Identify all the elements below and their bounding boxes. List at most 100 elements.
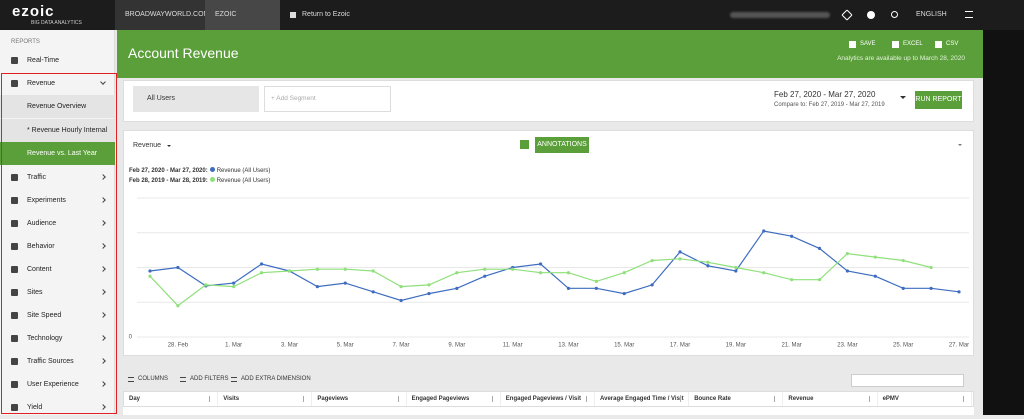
nav-label[interactable]: Revenue: [27, 80, 56, 87]
column-label[interactable]: Pageviews: [317, 396, 349, 402]
column-label[interactable]: Revenue: [788, 396, 814, 402]
sort-icon[interactable]: [397, 396, 401, 402]
date-range[interactable]: Feb 27, 2020 - Mar 27, 2020: [774, 90, 876, 99]
nav-label[interactable]: Behavior: [27, 242, 55, 250]
add-segment[interactable]: + Add Segment: [264, 86, 391, 112]
nav-item[interactable]: Revenue: [0, 72, 115, 95]
nav-item[interactable]: Technology: [0, 327, 115, 350]
legend-entry: Feb 28, 2019 - Mar 28, 2019: Revenue (All…: [129, 177, 270, 184]
help-icon[interactable]: [867, 11, 875, 19]
tool-label[interactable]: ADD EXTRA DIMENSION: [241, 376, 311, 382]
nav-item[interactable]: User Experience: [0, 373, 115, 396]
nav-label[interactable]: Content: [27, 265, 52, 273]
nav-subitem[interactable]: Revenue vs. Last Year: [0, 142, 115, 165]
action-label[interactable]: SAVE: [860, 41, 876, 47]
column-header[interactable]: Bounce Rate: [689, 392, 784, 406]
column-label[interactable]: Day: [129, 396, 141, 402]
language[interactable]: ENGLISH: [916, 11, 947, 18]
sort-icon[interactable]: [585, 396, 589, 402]
column-label[interactable]: Engaged Pageviews: [411, 396, 470, 402]
point: [538, 262, 543, 266]
nav-item[interactable]: Real-Time: [0, 49, 115, 72]
nav-item[interactable]: Yield: [0, 396, 115, 419]
nav-label[interactable]: Yield: [27, 403, 43, 411]
column-label[interactable]: Average Engaged Time / Visit: [600, 396, 684, 402]
x-tick-label: 9. Mar: [448, 343, 465, 349]
date-caret[interactable]: [900, 96, 906, 102]
return-link[interactable]: Return to Ezoic: [302, 11, 350, 18]
column-label[interactable]: Engaged Pageviews / Visit: [505, 396, 582, 402]
segment[interactable]: All Users: [133, 86, 259, 112]
nav-subitem[interactable]: Revenue Overview: [0, 95, 115, 118]
column-header[interactable]: Pageviews: [312, 392, 407, 406]
action-label[interactable]: CSV: [946, 41, 959, 47]
column-header[interactable]: Average Engaged Time / Visit: [595, 392, 690, 406]
table-tool[interactable]: ADD FILTERS: [180, 376, 229, 382]
table-tool[interactable]: COLUMNS: [128, 376, 168, 382]
sort-icon[interactable]: [209, 396, 212, 402]
tab[interactable]: BROADWAYWORLD.COM: [115, 0, 209, 30]
sort-icon[interactable]: [680, 396, 683, 402]
nav-label[interactable]: Technology: [27, 334, 63, 342]
nav-item[interactable]: Sites: [0, 281, 115, 304]
nav-item[interactable]: Site Speed: [0, 304, 115, 327]
point: [901, 286, 905, 290]
point: [371, 290, 375, 294]
nav-label[interactable]: User Experience: [27, 380, 79, 388]
sort-icon[interactable]: [491, 396, 495, 402]
search-icon[interactable]: [891, 11, 898, 18]
nav-label[interactable]: Site Speed: [27, 311, 62, 319]
tab[interactable]: EZOIC PLATFORM: [205, 0, 280, 48]
nav-item[interactable]: Traffic: [0, 166, 115, 189]
nav-label[interactable]: Traffic Sources: [27, 357, 74, 365]
annotations-button[interactable]: ANNOTATIONS: [535, 137, 589, 153]
star-icon[interactable]: [841, 9, 853, 21]
action[interactable]: SAVE: [849, 41, 876, 48]
column-header[interactable]: ePMV: [878, 392, 972, 406]
nav-subitem[interactable]: * Revenue Hourly Internal: [0, 118, 115, 142]
column-header[interactable]: Revenue: [783, 392, 878, 406]
panel-caret[interactable]: [958, 144, 962, 148]
action-label[interactable]: EXCEL: [903, 41, 923, 47]
menu-icon[interactable]: [965, 11, 973, 18]
table-search[interactable]: [851, 374, 964, 387]
annotations-checkbox[interactable]: [520, 140, 529, 149]
nav-item[interactable]: Experiments: [0, 189, 115, 212]
action[interactable]: CSV: [935, 41, 959, 48]
x-tick-label: 3. Mar: [281, 343, 298, 349]
nav-item[interactable]: Traffic Sources: [0, 350, 115, 373]
table-tool[interactable]: ADD EXTRA DIMENSION: [231, 376, 311, 382]
nav-item[interactable]: Audience: [0, 212, 115, 235]
nav-label[interactable]: Traffic: [27, 173, 47, 181]
action[interactable]: EXCEL: [892, 41, 923, 48]
compare-range[interactable]: Compare to: Feb 27, 2019 - Mar 27, 2019: [774, 102, 885, 108]
metric-caret[interactable]: [167, 145, 171, 149]
sort-icon[interactable]: [868, 396, 872, 402]
sort-icon[interactable]: [774, 396, 777, 402]
sort-icon[interactable]: [303, 396, 306, 402]
point: [845, 269, 850, 273]
column-header[interactable]: Engaged Pageviews / Visit: [501, 392, 595, 406]
logo[interactable]: ezoic: [12, 3, 55, 20]
tool-label[interactable]: ADD FILTERS: [190, 376, 229, 382]
nav-label[interactable]: Audience: [27, 219, 57, 227]
metric-select[interactable]: Revenue: [133, 142, 162, 149]
run-report[interactable]: RUN REPORT: [915, 91, 962, 109]
column-header[interactable]: Engaged Pageviews: [407, 392, 501, 406]
column-header[interactable]: Day: [124, 392, 219, 406]
column-label[interactable]: Visits: [223, 396, 240, 402]
page-header: Account Revenue SAVE EXCEL CSV Analytics a…: [117, 30, 983, 78]
line-chart: 0 28. Feb 1. Mar 3. Mar 5. Mar 7. Mar 9. Mar 11…: [129, 197, 969, 349]
column-label[interactable]: Bounce Rate: [694, 396, 731, 402]
nav-label[interactable]: Real-Time: [27, 57, 60, 64]
nav-item[interactable]: Behavior: [0, 235, 115, 258]
page-title: Account Revenue: [128, 45, 239, 61]
nav-item[interactable]: Content: [0, 258, 115, 281]
column-label[interactable]: ePMV: [882, 396, 899, 402]
tool-label[interactable]: COLUMNS: [138, 376, 169, 382]
nav-label[interactable]: Experiments: [27, 196, 66, 204]
column-header[interactable]: Visits: [218, 392, 313, 406]
nav-label[interactable]: Sites: [27, 288, 43, 296]
sort-icon[interactable]: [962, 396, 966, 402]
point: [176, 304, 180, 308]
